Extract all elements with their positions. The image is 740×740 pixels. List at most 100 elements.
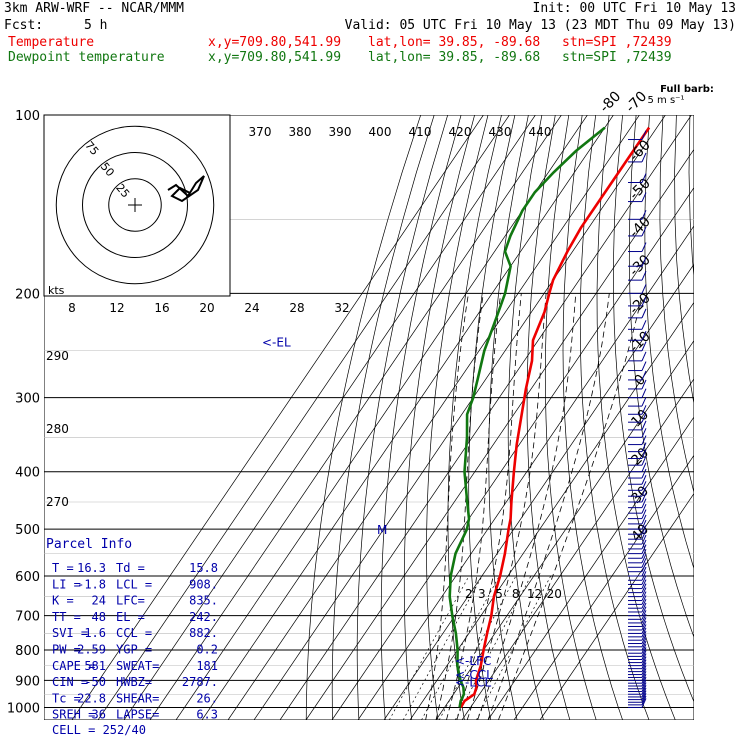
wind-barb-flag — [641, 130, 647, 140]
parcel-info-cell: YGP = — [116, 643, 152, 657]
isotherm-label: -80 — [597, 88, 624, 115]
pressure-label: 1000 — [7, 701, 40, 716]
parcel-info-cell: SHEAR= — [116, 691, 159, 705]
isotherm — [435, 339, 694, 720]
isotherm-label: 10 — [628, 407, 652, 431]
dry-adiabat — [730, 115, 740, 720]
parcel-info-cell: 181 — [196, 659, 218, 673]
wind-barb-flag — [641, 412, 647, 423]
wind-barb-flag — [641, 210, 647, 220]
dry-adiabat — [331, 115, 435, 720]
parcel-info-cell: LCL = — [116, 577, 152, 591]
dry-adiabat — [717, 115, 740, 720]
wind-barb-flag — [641, 492, 647, 503]
dry-adiabat — [356, 115, 449, 720]
parcel-info-cell: K = — [52, 594, 74, 608]
wind-barb-flag — [641, 435, 647, 445]
hodograph-speed-label: 32 — [334, 301, 349, 315]
parcel-info-cell: 24 — [92, 594, 106, 608]
parcel-info-cell: 1.6 — [84, 626, 106, 640]
parcel-info-cell: PW = — [52, 643, 81, 657]
wind-barb-flag — [641, 698, 647, 708]
hodograph-ring — [55, 125, 215, 285]
mixing-ratio-line — [421, 575, 500, 720]
isotherm-label: -30 — [626, 252, 653, 279]
temperature-xy: x,y=709.80,541.99 — [208, 35, 342, 50]
dry-adiabat — [596, 115, 676, 720]
wind-barb-flag — [641, 620, 647, 631]
dewpoint-station: stn=SPI ,72439 — [562, 50, 672, 65]
wind-barb-flag — [641, 606, 647, 616]
wind-barb-flag — [641, 388, 647, 398]
parcel-info-cell: 6.3 — [196, 708, 218, 722]
wind-barb-flag — [641, 671, 647, 681]
theta-label-left: 280 — [46, 422, 69, 436]
theta-label: 440 — [529, 125, 552, 139]
parcel-info-cell: -1.8 — [77, 577, 106, 591]
wind-barb-flag — [641, 308, 647, 319]
parcel-info-cell: LI = — [52, 577, 81, 591]
theta-label: 390 — [329, 125, 352, 139]
level-marker: <-LCL — [455, 676, 491, 690]
dry-adiabat — [544, 115, 597, 720]
mixing-ratio-line — [438, 575, 517, 720]
hodograph-speed-label: 28 — [289, 301, 304, 315]
wind-barb-flag — [641, 420, 647, 431]
theta-label-left: 290 — [46, 349, 69, 363]
hodograph-speed-label: 24 — [244, 301, 259, 315]
moist-adiabat — [446, 293, 502, 720]
wind-barb-flag — [641, 676, 647, 687]
wind-barb-flag — [641, 587, 647, 597]
mixing-ratio-label: 12 — [527, 587, 542, 601]
wind-barb-flag — [641, 610, 647, 620]
parcel-info-title: Parcel Info — [46, 537, 132, 552]
parcel-info-cell: LAPSE= — [116, 708, 159, 722]
wind-barb-flag — [641, 475, 647, 485]
dry-adiabat — [526, 115, 571, 720]
isotherm — [227, 115, 640, 720]
moist-adiabat — [425, 293, 469, 720]
isotherm — [487, 416, 694, 720]
isotherm — [149, 115, 562, 720]
temperature-station: stn=SPI ,72439 — [562, 35, 672, 50]
wind-barb-flag — [641, 428, 647, 438]
wind-barb-flag — [641, 442, 647, 452]
mixing-ratio-label: 8 — [512, 587, 520, 601]
theta-label-left: 270 — [46, 495, 69, 509]
hodograph-units: kts — [48, 284, 65, 297]
wind-barb-flag — [641, 487, 647, 497]
wind-barb-flag — [641, 693, 647, 703]
parcel-info-cell: SREH = — [52, 708, 95, 722]
wind-barb-flag — [641, 173, 647, 183]
parcel-info-cell: Tc = — [52, 691, 81, 705]
isotherm — [201, 115, 614, 720]
parcel-info-cell: 2.59 — [77, 643, 106, 657]
isotherm — [513, 454, 694, 720]
wind-barb-flag — [641, 673, 647, 684]
wind-barb-flag — [641, 462, 647, 472]
init-time: Init: 00 UTC Fri 10 May 13 — [532, 1, 737, 16]
wind-barb-flag — [641, 647, 647, 657]
isotherm-label: -70 — [623, 88, 650, 115]
dry-adiabat — [703, 115, 740, 720]
wind-barb-flag — [641, 351, 647, 362]
isotherm — [357, 225, 694, 720]
hodograph-speed-label: 16 — [154, 301, 169, 315]
hodograph-ring — [108, 178, 162, 232]
wind-level-marker: M — [377, 523, 387, 537]
wind-barb-flag — [641, 284, 647, 294]
wind-barb-flag — [641, 553, 647, 564]
parcel-info-cell: 581 — [84, 659, 106, 673]
wind-barb-flag — [641, 662, 647, 672]
dry-adiabat — [426, 115, 489, 720]
mixing-ratio-line — [388, 575, 470, 720]
parcel-info-cell: SVI = — [52, 626, 88, 640]
parcel-info-cell: EL = — [116, 610, 145, 624]
wind-barb-flag — [641, 549, 647, 559]
mixing-ratio-line — [402, 575, 483, 720]
parcel-info-cell: -50 — [84, 675, 106, 689]
wind-barb-flag — [641, 566, 647, 577]
parcel-info-cell: CIN = — [52, 675, 88, 689]
theta-label: 400 — [369, 125, 392, 139]
